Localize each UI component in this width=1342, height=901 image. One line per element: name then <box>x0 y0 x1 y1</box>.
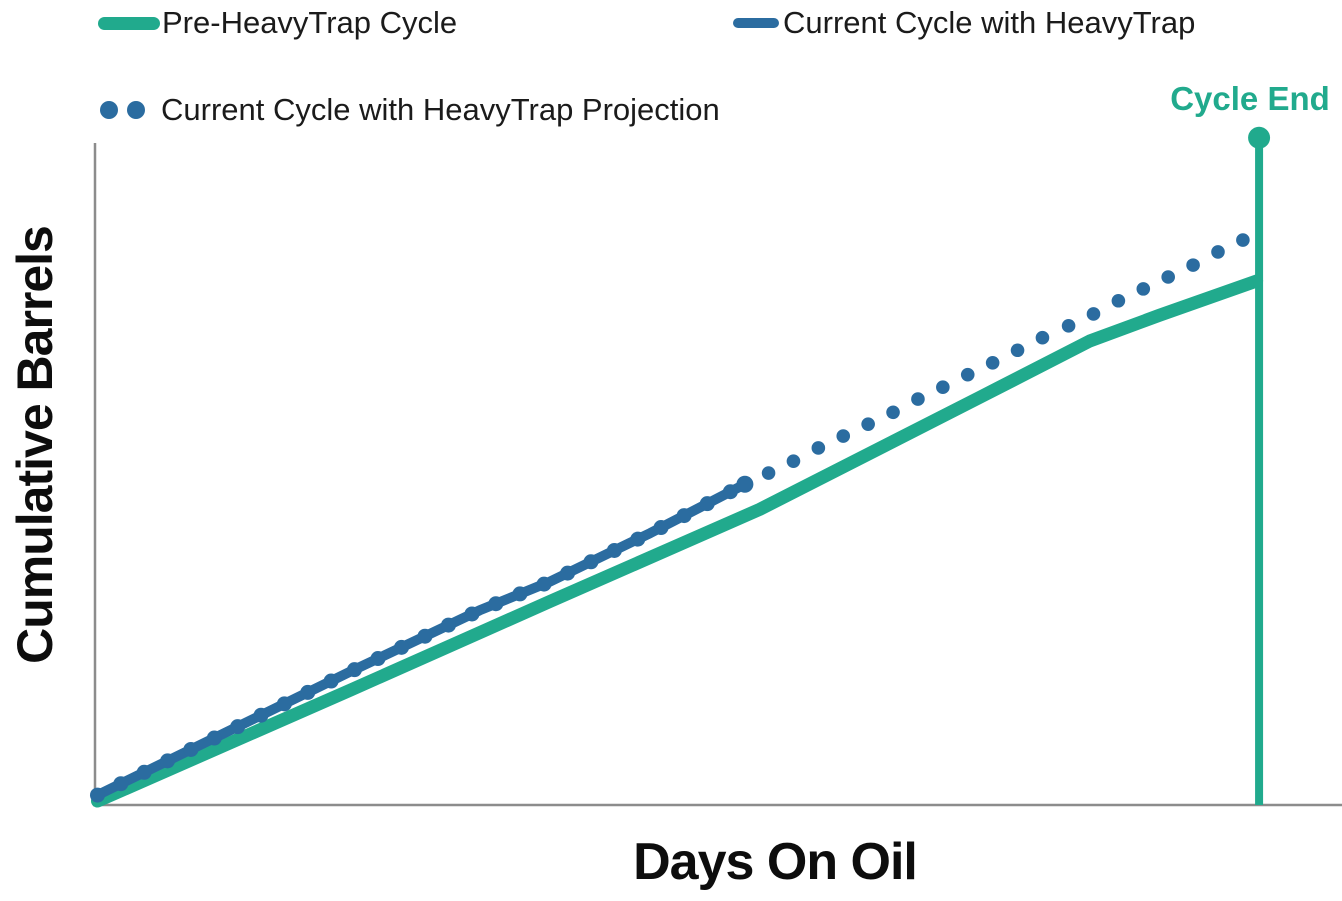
series-current-cycle-with-heavytrap-bead <box>653 520 669 536</box>
series-current-cycle-with-heavytrap-bead <box>606 542 622 558</box>
series-current-cycle-with-heavytrap-projection-dot <box>1010 343 1025 358</box>
series-current-cycle-with-heavytrap-bead <box>560 565 576 581</box>
series-current-cycle-with-heavytrap-projection-dot <box>1161 270 1175 284</box>
series-current-cycle-with-heavytrap-bead <box>230 719 246 735</box>
series-current-cycle-with-heavytrap-projection-dot <box>911 392 925 406</box>
series-current-cycle-with-heavytrap-projection-dot <box>1111 293 1126 308</box>
series-current-cycle-with-heavytrap-bead <box>160 753 176 769</box>
series-current-cycle-with-heavytrap-projection-dot <box>1186 258 1200 272</box>
series-current-cycle-with-heavytrap-projection-dot <box>1236 233 1250 247</box>
series-current-cycle-with-heavytrap-bead <box>699 496 715 512</box>
series-current-cycle-with-heavytrap-bead <box>183 741 199 757</box>
series-current-cycle-with-heavytrap-projection-dot <box>985 356 1000 370</box>
legend-swatch-line-blue-icon <box>733 18 779 28</box>
legend-swatch-dots-icon <box>100 101 145 119</box>
series-current-cycle-with-heavytrap-bead <box>347 662 363 678</box>
cycle-end-annotation-label: Cycle End <box>1170 80 1330 117</box>
series-current-cycle-with-heavytrap-projection-dot <box>936 380 950 395</box>
series-current-cycle-with-heavytrap-bead <box>300 684 316 700</box>
series-current-cycle-with-heavytrap-bead <box>393 639 409 655</box>
x-axis-label: Days On Oil <box>633 833 918 891</box>
series-current-cycle-with-heavytrap-bead <box>206 730 222 746</box>
series-current-cycle-with-heavytrap-bead <box>276 696 292 712</box>
series-current-cycle-with-heavytrap-projection-dot <box>1086 307 1101 321</box>
series-pre-heavytrap-cycle <box>90 274 1264 808</box>
series-current-cycle-with-heavytrap-projection-dot <box>786 454 801 468</box>
y-axis-label: Cumulative Barrels <box>7 226 63 664</box>
series-current-cycle-with-heavytrap-bead <box>323 673 339 689</box>
series-current-cycle-with-heavytrap-bead <box>370 651 386 667</box>
series-current-cycle-with-heavytrap-bead <box>630 531 646 547</box>
series-current-cycle-with-heavytrap-projection-dot <box>960 367 975 382</box>
series-current-cycle-with-heavytrap-bead <box>440 617 456 633</box>
series-current-cycle-with-heavytrap-bead <box>722 484 738 500</box>
series-current-cycle-with-heavytrap-bead <box>676 508 692 524</box>
series-current-cycle-with-heavytrap-bead <box>113 776 129 792</box>
series-current-cycle-with-heavytrap-bead <box>464 606 480 622</box>
legend-item-pre-heavytrap-cycle: Pre-HeavyTrap Cycle <box>98 1 457 45</box>
series-current-cycle-with-heavytrap-bead <box>512 586 528 602</box>
legend-item-current-cycle-with-heavytrap-projection: Current Cycle with HeavyTrap Projection <box>100 88 720 132</box>
series-current-cycle-with-heavytrap-projection-dot <box>836 429 851 443</box>
legend-label-pre-heavytrap-cycle: Pre-HeavyTrap Cycle <box>162 5 458 40</box>
series-current-cycle-with-heavytrap-projection-dot <box>886 405 900 420</box>
cycle-end-dot <box>1248 126 1271 149</box>
series-current-cycle-with-heavytrap-bead <box>136 764 152 780</box>
series-current-cycle-with-heavytrap-projection-dot <box>1035 330 1050 345</box>
series-current-cycle-with-heavytrap-bead <box>736 475 754 493</box>
series-current-cycle-with-heavytrap-projection-dot <box>811 441 826 455</box>
series-current-cycle-with-heavytrap-projection-dot <box>1136 282 1151 296</box>
series-current-cycle-with-heavytrap-bead <box>253 707 269 723</box>
legend-label-current-cycle-with-heavytrap: Current Cycle with HeavyTrap <box>783 5 1196 40</box>
legend-swatch-line-teal-icon <box>98 16 160 30</box>
series-current-cycle-with-heavytrap-projection-dot <box>761 466 776 480</box>
series-current-cycle-with-heavytrap-projection-dot <box>1061 319 1076 333</box>
series-current-cycle-with-heavytrap-projection-dot <box>1211 245 1225 259</box>
series-current-cycle-with-heavytrap-bead <box>583 554 599 570</box>
legend-item-current-cycle-with-heavytrap: Current Cycle with HeavyTrap <box>733 1 1195 45</box>
series-current-cycle-with-heavytrap-bead <box>488 596 504 612</box>
series-current-cycle-with-heavytrap-bead <box>89 787 105 803</box>
series-current-cycle-with-heavytrap-bead <box>417 628 433 644</box>
series-current-cycle-with-heavytrap-bead <box>536 576 552 592</box>
legend-label-current-cycle-with-heavytrap-projection: Current Cycle with HeavyTrap Projection <box>161 92 720 127</box>
series-current-cycle-with-heavytrap-projection-dot <box>861 417 875 431</box>
